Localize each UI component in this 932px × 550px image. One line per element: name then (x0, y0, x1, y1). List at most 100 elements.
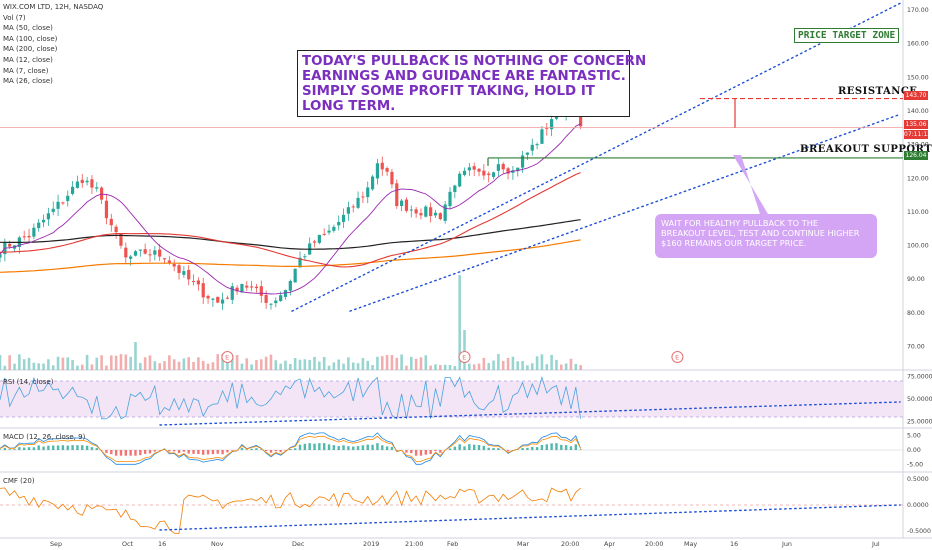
candle-body (317, 234, 321, 243)
volume-bar (143, 357, 147, 370)
candle-body (191, 281, 196, 283)
candle-body (361, 196, 365, 198)
macd-histogram-bar (555, 443, 558, 450)
resistance-label[interactable]: RESISTANCE (838, 86, 918, 97)
breakout-support-label[interactable]: BREAKOUT SUPPORT (800, 144, 932, 155)
cmf-axis-tick: 0.0000 (907, 502, 929, 509)
last-price-tag: 135.06 (904, 120, 928, 129)
volume-bar (366, 360, 370, 370)
macd-histogram-bar (274, 450, 278, 452)
time-axis-tick: Oct (122, 540, 134, 548)
macd-histogram-bar (158, 450, 161, 451)
macd-histogram-bar (434, 450, 437, 452)
candle-body (85, 180, 89, 183)
candle-body (482, 170, 486, 176)
candle-body (337, 221, 341, 226)
volume-bar (574, 363, 578, 370)
volume-bar (472, 364, 476, 370)
macd-histogram-bar (129, 450, 132, 456)
candle-body (283, 290, 288, 297)
candle-body (90, 179, 94, 188)
candle-body (341, 214, 346, 222)
macd-histogram-bar (148, 450, 152, 454)
macd-histogram-bar (231, 450, 234, 451)
macd-histogram-bar (497, 448, 500, 450)
macd-histogram-bar (284, 450, 287, 451)
macd-histogram-bar (250, 448, 253, 450)
candle-body (182, 271, 186, 275)
main-annotation-box[interactable]: TODAY'S PULLBACK IS NOTHING OF CONCERN E… (297, 50, 646, 117)
candle-body (540, 129, 544, 144)
volume-bar (356, 363, 360, 370)
pullback-callout[interactable]: WAIT FOR HEALTHY PULLBACK TO THE BREAKOU… (655, 214, 877, 258)
macd-signal-line (0, 435, 581, 462)
price-axis-tick: 150.00 (907, 74, 929, 81)
pullback-line-3: $160 REMAINS OUR TARGET PRICE. (661, 238, 807, 248)
cmf-axis-tick: 0.5000 (907, 476, 929, 483)
candle-body (211, 298, 215, 300)
volume-bar (259, 359, 263, 370)
pullback-line-1: WAIT FOR HEALTHY PULLBACK TO THE (661, 218, 819, 228)
volume-bar (564, 363, 568, 370)
macd-histogram-bar (298, 444, 302, 450)
candle-body (414, 209, 418, 214)
candle-body (395, 183, 399, 207)
cmf-trendline (159, 504, 901, 531)
price-target-zone-label[interactable]: PRICE TARGET ZONE (794, 28, 900, 43)
macd-histogram-bar (569, 446, 573, 450)
volume-bar (540, 354, 544, 370)
volume-bar (448, 364, 452, 370)
volume-bar (414, 358, 418, 370)
macd-histogram-bar (221, 450, 224, 455)
candle-body (225, 297, 230, 299)
volume-bar (429, 365, 432, 370)
earnings-marker-label: E (675, 353, 679, 361)
macd-histogram-bar (327, 444, 331, 450)
macd-histogram-bar (143, 450, 147, 454)
macd-histogram-bar (264, 450, 268, 452)
macd-histogram-bar (202, 450, 205, 455)
volume-bar (201, 360, 205, 370)
macd-histogram-bar (76, 445, 79, 450)
macd-histogram-bar (56, 445, 60, 450)
candle-body (327, 230, 331, 233)
volume-bar (119, 354, 123, 370)
volume-bar (255, 360, 258, 370)
rsi-line (0, 375, 581, 420)
macd-histogram-bar (419, 450, 423, 456)
candle-body (133, 251, 138, 256)
volume-bar (0, 354, 2, 370)
candle-body (506, 168, 510, 174)
candle-body (516, 167, 520, 172)
candle-body (535, 144, 539, 146)
volume-bar (37, 363, 41, 370)
volume-bar (216, 354, 220, 370)
candle-body (303, 256, 307, 258)
candle-body (56, 201, 60, 209)
macd-axis-tick: -5.00 (907, 461, 923, 468)
macd-histogram-bar (3, 447, 7, 450)
volume-bar (303, 359, 307, 370)
earnings-marker-label: E (462, 353, 466, 361)
main-note-line-3: SIMPLY SOME PROFIT TAKING, HOLD IT (302, 84, 595, 99)
candle-body (109, 218, 113, 226)
macd-pane-label: MACD (12, 26, close, 9) (3, 433, 86, 441)
candle-body (75, 181, 80, 188)
macd-histogram-bar (540, 444, 544, 450)
volume-bar (139, 363, 142, 370)
macd-histogram-bar (347, 446, 350, 450)
volume-bar (530, 363, 534, 370)
macd-histogram-bar (52, 445, 55, 450)
volume-bar (109, 355, 113, 370)
volume-bar (424, 355, 428, 370)
macd-histogram-bar (531, 446, 534, 450)
volume-bar (105, 365, 108, 370)
macd-histogram-bar (535, 447, 539, 450)
candle-body (477, 168, 481, 172)
price-axis-tick: 80.00 (907, 310, 925, 317)
candle-body (472, 166, 476, 170)
volume-bar (482, 357, 486, 370)
candle-body (385, 168, 389, 172)
macd-line (0, 432, 581, 465)
